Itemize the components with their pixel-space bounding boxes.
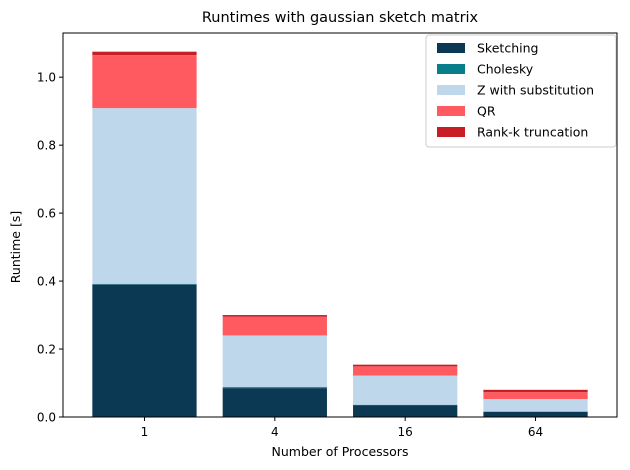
bar-z-with-substitution-4: [222, 335, 327, 388]
legend-swatch-z-with-substitution: [437, 85, 465, 95]
bar-rank-k-truncation-1: [92, 51, 197, 56]
bar-rank-k-truncation-64: [483, 389, 588, 393]
bar-sketching-1: [92, 284, 197, 417]
y-tick-label-3: 0.6: [37, 207, 56, 221]
y-tick-label-0: 0.0: [37, 411, 56, 425]
y-tick-label-1: 0.2: [37, 343, 56, 357]
y-axis-ticks: 0.0 0.2 0.4 0.6 0.8 1.0: [37, 71, 63, 425]
y-tick-label-2: 0.4: [37, 275, 56, 289]
chart-title: Runtimes with gaussian sketch matrix: [202, 10, 479, 26]
bar-stack-1: [92, 51, 197, 417]
x-axis-label: Number of Processors: [272, 444, 409, 459]
plot-frame: [62, 32, 618, 418]
x-tick-label-1: 1: [141, 425, 149, 439]
bar-stack-4: [222, 315, 327, 417]
x-tick-label-64: 64: [528, 425, 543, 439]
bar-stack-16: [353, 364, 458, 417]
bar-z-with-substitution-1: [92, 108, 197, 285]
bar-sketching-64: [483, 411, 588, 417]
y-tick-label-4: 0.8: [37, 139, 56, 153]
bar-z-with-substitution-64: [483, 398, 588, 412]
bar-rank-k-truncation-4: [222, 315, 327, 317]
legend-label-cholesky: Cholesky: [477, 62, 534, 77]
legend-swatch-rank-k-truncation: [437, 127, 465, 137]
legend-swatch-sketching: [437, 43, 465, 53]
bar-qr-64: [483, 392, 588, 399]
y-axis-label: Runtime [s]: [8, 211, 23, 283]
legend-label-rank-k-truncation: Rank-k truncation: [477, 125, 588, 140]
legend-label-z-with-substitution: Z with substitution: [477, 83, 594, 98]
legend-items: Sketching Cholesky Z with substitution QR Ra…: [437, 41, 594, 140]
bar-stack-64: [483, 389, 588, 417]
legend-label-sketching: Sketching: [477, 41, 538, 56]
bars-layer: [92, 51, 588, 417]
bar-qr-1: [92, 55, 197, 109]
bar-cholesky-4: [222, 387, 327, 389]
x-axis-ticks: 1 4 16 64: [141, 417, 543, 439]
bar-rank-k-truncation-16: [353, 364, 458, 367]
y-tick-label-5: 1.0: [37, 71, 56, 85]
bar-qr-16: [353, 366, 458, 376]
legend-swatch-cholesky: [437, 64, 465, 74]
x-tick-label-4: 4: [271, 425, 279, 439]
bar-sketching-4: [222, 388, 327, 417]
bar-z-with-substitution-16: [353, 375, 458, 405]
bar-sketching-16: [353, 405, 458, 417]
legend-label-qr: QR: [477, 104, 496, 119]
bar-qr-4: [222, 316, 327, 336]
legend-box: [425, 34, 617, 148]
x-tick-label-16: 16: [398, 425, 413, 439]
legend-swatch-qr: [437, 106, 465, 116]
legend: Sketching Cholesky Z with substitution QR Ra…: [425, 34, 617, 148]
